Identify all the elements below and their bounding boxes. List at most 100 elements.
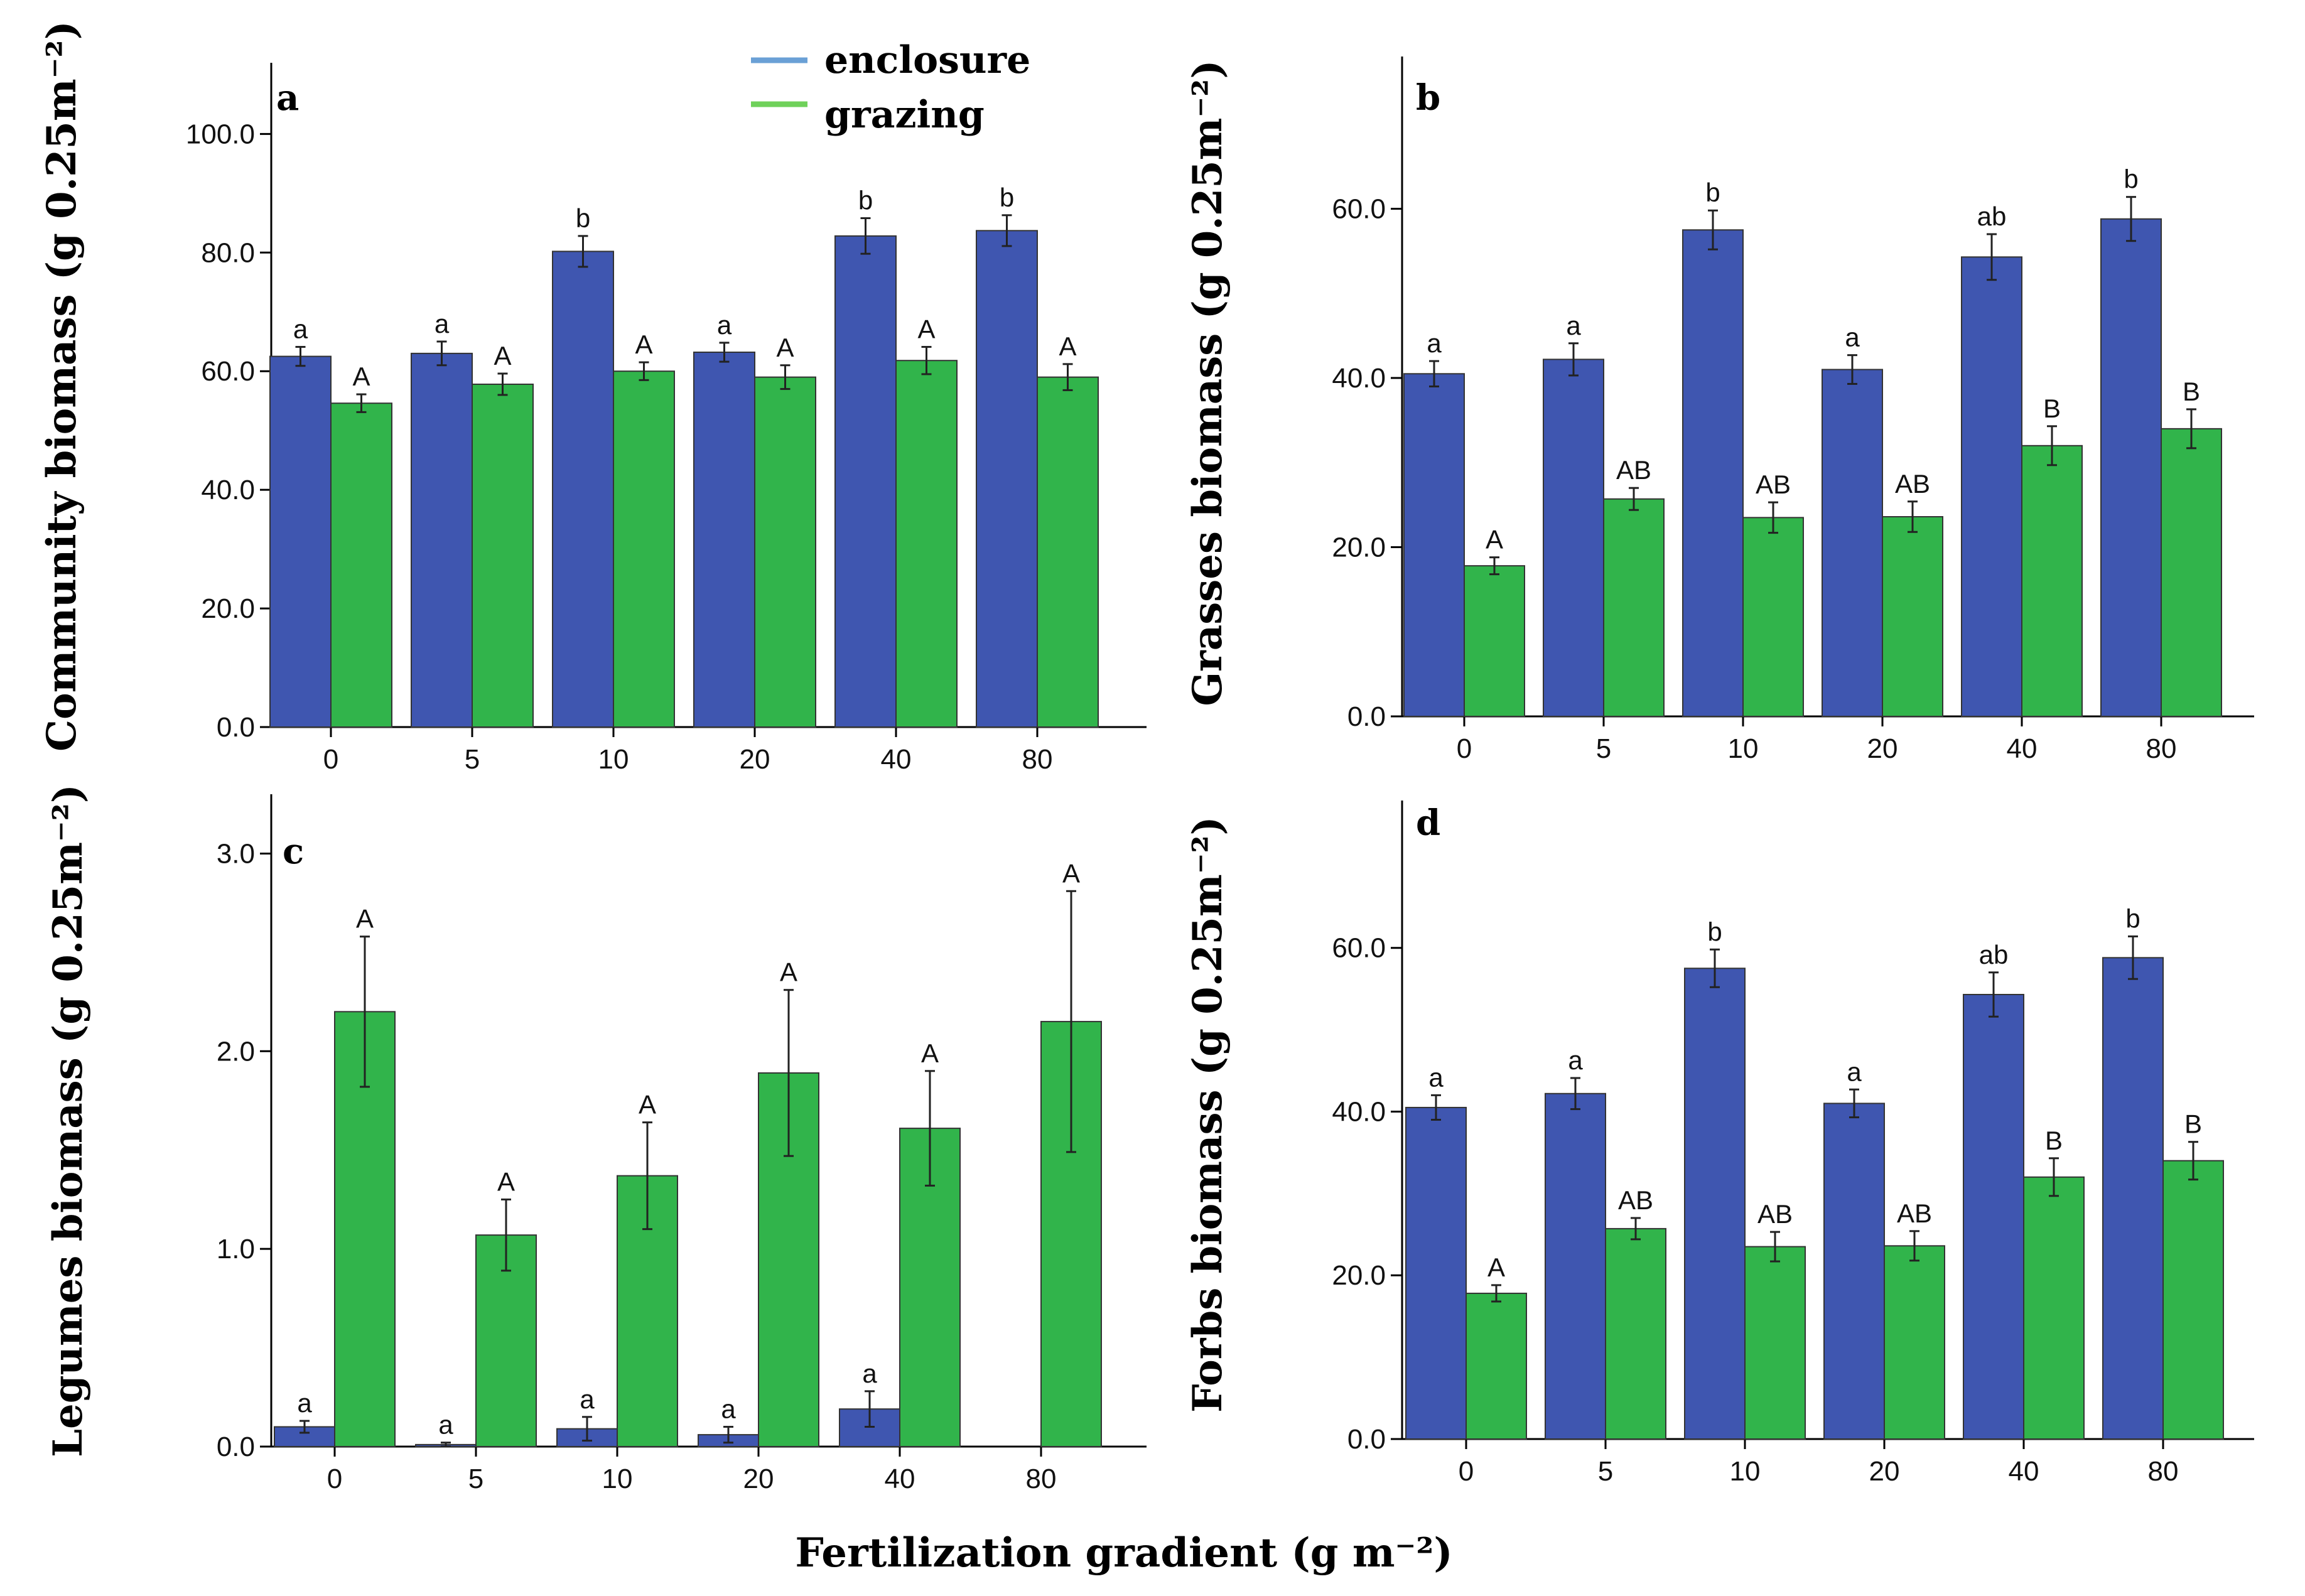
y-tick-label: 1.0	[217, 1234, 255, 1264]
significance-label: b	[1000, 183, 1014, 212]
bar-grazing	[2162, 1160, 2224, 1440]
y-axis-label: Legumes biomass (g 0.25m⁻²)	[45, 784, 92, 1457]
y-tick-label: 0.0	[217, 712, 255, 743]
x-tick-label: 80	[1022, 744, 1053, 775]
bar-grazing	[2023, 1176, 2085, 1440]
legend-label-grazing: grazing	[824, 93, 985, 137]
x-tick-label: 20	[740, 744, 770, 775]
bar-grazing	[330, 402, 392, 728]
significance-label: A	[1062, 858, 1080, 888]
bar-grazing	[1605, 1227, 1666, 1440]
significance-label: b	[2124, 164, 2138, 194]
x-tick-label: 10	[1730, 1456, 1761, 1487]
x-tick-label: 40	[2009, 1456, 2039, 1487]
significance-label: AB	[1895, 469, 1930, 499]
y-axis-label: Forbs biomass (g 0.25m⁻²)	[1184, 816, 1231, 1413]
x-tick-label: 10	[602, 1464, 633, 1494]
y-tick-label: 2.0	[217, 1036, 255, 1067]
y-tick-label: 3.0	[217, 838, 255, 869]
significance-label: AB	[1616, 455, 1651, 485]
y-tick-label: 0.0	[1347, 701, 1386, 732]
significance-label: AB	[1756, 470, 1791, 499]
significance-label: a	[580, 1384, 595, 1414]
x-tick-label: 0	[323, 744, 338, 775]
y-tick-label: 20.0	[1332, 532, 1386, 563]
significance-label: B	[2184, 1109, 2202, 1139]
significance-label: a	[1566, 311, 1581, 340]
x-tick-label: 5	[468, 1464, 483, 1494]
significance-label: A	[917, 314, 935, 343]
bar-grazing	[1466, 1292, 1527, 1440]
bar-enclosure	[1682, 229, 1744, 717]
bar-grazing	[895, 360, 958, 728]
x-tick-label: 20	[1867, 733, 1898, 764]
panel-d: 0.0 20.0 40.0 60.0 0 a A 5 a AB 10 b AB 20 a AB 40 ab B 80 b…	[1184, 801, 2254, 1487]
panel-c: 0.01.02.03.00aA5aA10aA20aA40aA80AcLegume…	[45, 784, 1147, 1494]
bar-enclosure	[1961, 256, 2022, 718]
panel-b: 0.0 20.0 40.0 60.0 0 a A 5 a AB 10 b AB 20 a AB 40 ab B 80 b…	[1184, 57, 2254, 764]
y-tick-label: 60.0	[1332, 933, 1386, 964]
bar-enclosure	[552, 251, 614, 728]
panel-letter: c	[283, 831, 304, 872]
bar-enclosure	[834, 235, 897, 728]
bar-grazing	[2161, 428, 2222, 717]
bar-grazing	[1882, 516, 1943, 717]
x-tick-label: 80	[2146, 733, 2177, 764]
x-tick-label: 0	[1459, 1456, 1474, 1487]
bar-grazing	[1603, 498, 1665, 717]
y-axis-label: Community biomass (g 0.25m⁻²)	[38, 21, 85, 752]
significance-label: a	[721, 1394, 736, 1424]
significance-label: a	[1845, 323, 1860, 352]
bar-enclosure	[1403, 373, 1465, 717]
bar-grazing	[754, 376, 816, 728]
bar-enclosure	[2102, 957, 2164, 1440]
significance-label: B	[2183, 377, 2200, 406]
x-tick-label: 5	[1598, 1456, 1613, 1487]
y-tick-label: 40.0	[1332, 1096, 1386, 1127]
significance-label: A	[1487, 1253, 1505, 1282]
significance-label: b	[858, 185, 873, 215]
significance-label: A	[1059, 332, 1076, 361]
x-tick-label: 20	[743, 1464, 774, 1494]
significance-label: A	[497, 1167, 515, 1196]
panel-a: 0.0 20.0 40.0 60.0 80.0 100.0 0 a A 5 a A 10 b A 20 a A 40…	[38, 21, 1147, 775]
x-tick-label: 80	[1026, 1464, 1057, 1494]
x-tick-label: 0	[327, 1464, 342, 1494]
legend: enclosure grazing	[751, 38, 1030, 137]
bar-grazing	[1037, 376, 1099, 728]
bar-enclosure	[1823, 1103, 1885, 1440]
bar-enclosure	[411, 352, 473, 728]
significance-label: A	[780, 957, 797, 987]
bar-enclosure	[1963, 994, 2024, 1440]
x-tick-label: 0	[1457, 733, 1472, 764]
significance-label: a	[1847, 1057, 1862, 1086]
significance-label: b	[2125, 903, 2140, 933]
bar-enclosure	[1684, 968, 1746, 1440]
y-tick-label: 40.0	[1332, 363, 1386, 394]
significance-label: A	[921, 1038, 939, 1068]
y-tick-label: 100.0	[186, 119, 255, 149]
y-tick-label: 20.0	[1332, 1260, 1386, 1291]
significance-label: A	[356, 904, 374, 934]
legend-label-enclosure: enclosure	[824, 38, 1030, 82]
bar-enclosure	[1543, 359, 1604, 717]
x-tick-label: 40	[885, 1464, 915, 1494]
significance-label: A	[639, 1090, 656, 1119]
significance-label: AB	[1897, 1199, 1932, 1228]
x-tick-label: 10	[1728, 733, 1759, 764]
bar-grazing	[1464, 565, 1525, 718]
significance-label: a	[1568, 1045, 1583, 1075]
x-tick-label: 5	[465, 744, 480, 775]
significance-label: ab	[1977, 202, 2007, 231]
bar-enclosure	[1545, 1092, 1606, 1440]
bar-grazing	[613, 370, 675, 728]
significance-label: AB	[1618, 1185, 1653, 1215]
significance-label: a	[1428, 1062, 1444, 1092]
bar-grazing	[1884, 1245, 1945, 1440]
significance-label: A	[776, 333, 794, 362]
x-tick-label: 5	[1596, 733, 1611, 764]
significance-label: ab	[1979, 940, 2009, 969]
x-tick-label: 40	[881, 744, 912, 775]
x-axis-label: Fertilization gradient (g m⁻²)	[795, 1529, 1452, 1577]
significance-label: A	[635, 330, 652, 359]
